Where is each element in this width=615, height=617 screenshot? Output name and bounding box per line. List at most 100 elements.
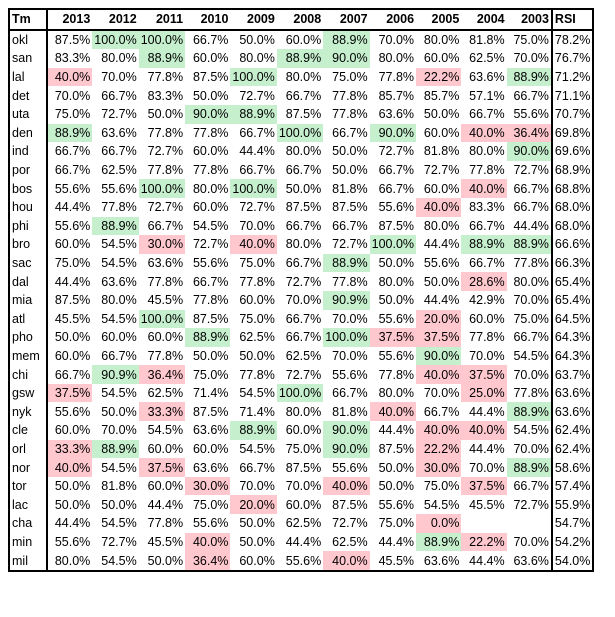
team-cell: lac: [9, 495, 48, 515]
value-cell: 37.5%: [138, 458, 186, 477]
value-cell: 40.0%: [323, 551, 370, 571]
table-row: chi 66.7% 90.9% 36.4% 75.0% 77.8% 72.7% 55.6% 77…: [9, 365, 594, 384]
value-cell: 87.5%: [285, 107, 322, 122]
value-cell: 66.7%: [54, 144, 91, 159]
value-cell: 50.0%: [332, 163, 368, 178]
value-cell: 54.5%: [239, 441, 275, 456]
table-row: uta 75.0% 72.7% 50.0% 90.0% 88.9% 87.5% 77.8% 63…: [9, 104, 594, 124]
value-cell: 83.3%: [147, 88, 184, 103]
value-cell: 66.7%: [239, 460, 275, 475]
value-cell: 75.0%: [54, 256, 91, 271]
value-cell: 54.5%: [513, 348, 549, 363]
value-cell: 80.0%: [285, 70, 322, 85]
table-row: sac 75.0% 54.5% 63.6% 55.6% 75.0% 66.7% 88.9% 50…: [9, 253, 594, 273]
value-cell: 55.6%: [54, 534, 91, 549]
value-cell: 55.6%: [54, 181, 91, 196]
value-cell: 77.8%: [239, 274, 275, 289]
rsi-cell: 64.5%: [550, 309, 594, 329]
value-cell: 60.0%: [101, 330, 137, 345]
value-cell: 87.5%: [54, 293, 91, 308]
team-cell: min: [9, 532, 48, 552]
value-cell: 60.0%: [147, 330, 184, 345]
value-cell: 87.5%: [332, 200, 368, 215]
value-cell: 55.6%: [54, 404, 91, 419]
team-cell: chi: [9, 365, 48, 384]
rsi-cell: 57.4%: [550, 476, 594, 496]
table-row: nyk 55.6% 50.0% 33.3% 87.5% 71.4% 80.0% 81.8% 40…: [9, 402, 594, 422]
team-cell: nyk: [9, 402, 48, 422]
value-cell: 77.8%: [332, 88, 368, 103]
rsi-cell: 54.2%: [550, 532, 594, 552]
value-cell: 77.8%: [147, 274, 184, 289]
team-cell: gsw: [9, 383, 48, 403]
table-row: gsw 37.5% 54.5% 62.5% 71.4% 54.5% 100.0% 66.7% 8…: [9, 383, 594, 403]
team-cell: bos: [9, 179, 48, 198]
team-cell: uta: [9, 104, 48, 124]
value-cell: 40.0%: [47, 67, 93, 87]
value-cell: 37.5%: [461, 476, 507, 496]
value-cell: 50.0%: [239, 32, 275, 47]
header-year: 2009: [230, 9, 277, 31]
value-cell: 80.0%: [378, 51, 415, 66]
value-cell: 62.5%: [469, 51, 505, 66]
value-cell: 77.8%: [332, 107, 368, 122]
team-cell: pho: [9, 328, 48, 347]
table-row: bos 55.6% 55.6% 100.0% 80.0% 100.0% 50.0% 81.8%…: [9, 179, 594, 198]
rsi-cell: 63.7%: [550, 365, 594, 384]
value-cell: 63.6%: [101, 125, 137, 140]
value-cell: 54.5%: [423, 497, 460, 512]
value-cell: 22.2%: [461, 532, 507, 552]
value-cell: 72.7%: [423, 163, 460, 178]
value-cell: 40.0%: [185, 532, 231, 552]
value-cell: 60.0%: [192, 144, 229, 159]
value-cell: 72.7%: [192, 237, 229, 252]
value-cell: 66.7%: [285, 163, 322, 178]
value-cell: 44.4%: [54, 274, 91, 289]
value-cell: 66.7%: [469, 256, 505, 271]
header-year: 2007: [323, 9, 370, 31]
team-cell: det: [9, 86, 48, 105]
value-cell: 88.9%: [47, 123, 93, 143]
value-cell: 70.0%: [101, 423, 137, 438]
value-cell: 66.7%: [332, 125, 368, 140]
value-cell: 87.5%: [54, 32, 91, 47]
table-row: mia 87.5% 80.0% 45.5% 77.8% 60.0% 70.0% 90.9% 50…: [9, 290, 594, 310]
value-cell: 60.0%: [192, 200, 229, 215]
value-cell: 88.9%: [92, 216, 139, 236]
value-cell: 36.4%: [506, 123, 552, 143]
value-cell: 50.0%: [378, 479, 415, 494]
value-cell: 25.0%: [461, 383, 507, 403]
rsi-cell: 66.6%: [550, 235, 594, 254]
value-cell: 50.0%: [101, 497, 137, 512]
value-cell: 70.0%: [285, 293, 322, 308]
value-cell: 88.9%: [92, 439, 139, 459]
value-cell: 75.0%: [423, 479, 460, 494]
value-cell: 72.7%: [101, 534, 137, 549]
team-cell: tor: [9, 476, 48, 496]
value-cell: 44.4%: [147, 497, 184, 512]
value-cell: 100.0%: [276, 123, 324, 143]
value-cell: 88.9%: [506, 458, 552, 477]
table-row: lal 40.0% 70.0% 77.8% 87.5% 100.0% 80.0% 75.0% 7…: [9, 67, 594, 87]
value-cell: 81.8%: [101, 479, 137, 494]
value-cell: 88.9%: [230, 104, 277, 124]
value-cell: 70.0%: [513, 534, 549, 549]
value-cell: 90.9%: [323, 290, 370, 310]
value-cell: 54.5%: [101, 460, 137, 475]
value-cell: 40.0%: [230, 235, 277, 254]
value-cell: 88.9%: [506, 402, 552, 422]
value-cell: 44.4%: [378, 534, 415, 549]
value-cell: 40.0%: [461, 179, 507, 198]
value-cell: 28.6%: [461, 272, 507, 291]
value-cell: 100.0%: [230, 179, 277, 198]
value-cell: 81.8%: [423, 144, 460, 159]
value-cell: 55.6%: [378, 497, 415, 512]
table-row: ind 66.7% 66.7% 72.7% 60.0% 44.4% 80.0% 50.0% 72…: [9, 142, 594, 161]
value-cell: 87.5%: [378, 441, 415, 456]
value-cell: 66.7%: [378, 163, 415, 178]
table-row: lac 50.0% 50.0% 44.4% 75.0% 20.0% 60.0% 87.5% 55…: [9, 495, 594, 515]
value-cell: 66.7%: [285, 256, 322, 271]
team-cell: cha: [9, 514, 48, 533]
value-cell: 50.0%: [192, 88, 229, 103]
value-cell: 77.8%: [513, 256, 549, 271]
